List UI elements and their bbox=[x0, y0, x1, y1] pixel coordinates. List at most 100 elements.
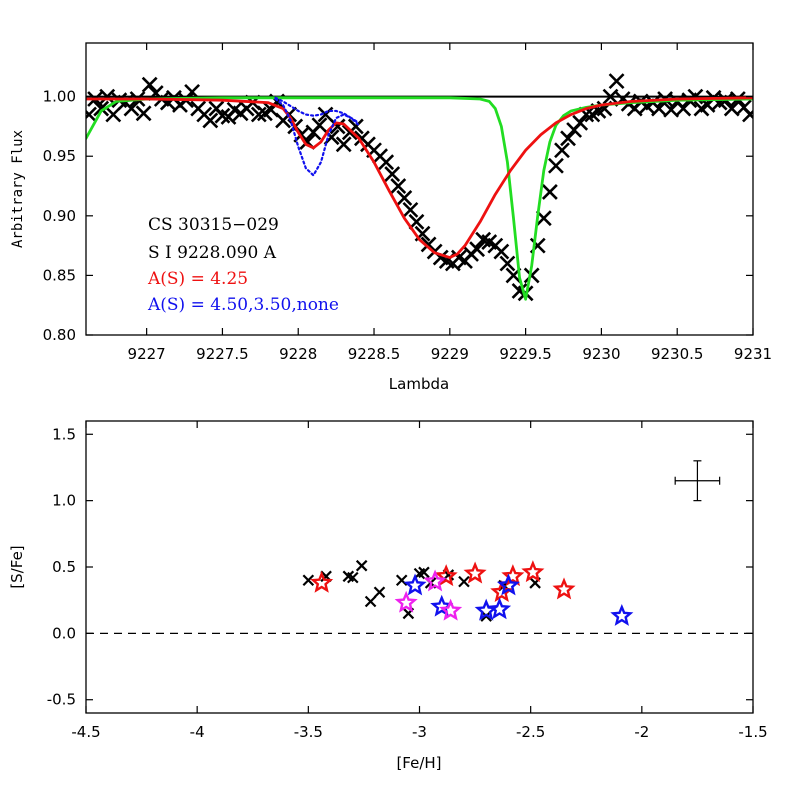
top-y-tick-label: 0.85 bbox=[43, 266, 76, 284]
observed-point-b bbox=[663, 101, 680, 118]
top-x-tick-label: 9227 bbox=[128, 345, 166, 363]
observed-point-b bbox=[541, 184, 558, 200]
annotation-line-id: S I 9228.090 A bbox=[148, 243, 277, 263]
bottom-x-axis-label: [Fe/H] bbox=[396, 754, 441, 772]
red-star-point bbox=[521, 560, 545, 583]
red-star-point bbox=[501, 564, 525, 587]
observed-point-b bbox=[123, 100, 140, 117]
top-y-tick-label: 0.80 bbox=[43, 326, 76, 344]
observed-point-b bbox=[608, 73, 625, 90]
cross-point-b bbox=[364, 595, 377, 608]
blue-star-point bbox=[430, 594, 454, 617]
bottom-axes: -4.5 -4 -3.5 -3 -2.5 -2 -1.5 -0.5 0.0 0.5 1.0 1.5 bbox=[47, 421, 768, 741]
observed-point-b bbox=[548, 157, 564, 174]
top-axes: 9227 9227.5 9228 9228.5 9229 9229.5 9230 9230.5… bbox=[43, 43, 772, 363]
blue-star-point bbox=[488, 597, 512, 620]
cross-point-b bbox=[373, 586, 386, 598]
blue-star-markers bbox=[403, 573, 634, 626]
observed-point-b bbox=[378, 154, 395, 171]
cross-point-b bbox=[342, 570, 355, 583]
top-x-tick-label: 9231 bbox=[734, 345, 772, 363]
top-x-tick-label: 9228.5 bbox=[348, 345, 401, 363]
annotation-star-name: CS 30315−029 bbox=[148, 215, 279, 235]
top-x-tick-label: 9229.5 bbox=[499, 345, 552, 363]
top-plot-frame bbox=[85, 42, 754, 336]
magenta-star-point bbox=[439, 598, 463, 621]
top-x-axis-label: Lambda bbox=[389, 375, 449, 393]
observed-point-b bbox=[578, 106, 595, 123]
red-star-point bbox=[434, 564, 458, 587]
observed-point-b bbox=[475, 231, 492, 248]
observed-flux-markers bbox=[86, 73, 753, 302]
observed-point-b bbox=[402, 201, 419, 218]
observed-point-b bbox=[214, 107, 231, 124]
red-star-point bbox=[310, 570, 334, 593]
observed-point-b bbox=[202, 112, 219, 129]
observed-point-b bbox=[511, 282, 528, 299]
top-y-axis-label: Arbitrary Flux bbox=[10, 130, 26, 248]
observed-point-b bbox=[450, 249, 467, 266]
cross-point-b bbox=[395, 574, 408, 587]
observed-point-b bbox=[226, 101, 243, 118]
magenta-star-point bbox=[394, 590, 418, 613]
bottom-y-tick-label: 0.5 bbox=[52, 558, 76, 576]
observed-point-b bbox=[390, 178, 407, 194]
observed-point-b bbox=[432, 249, 449, 266]
observed-point-b bbox=[560, 130, 576, 147]
cross-point-b bbox=[458, 575, 470, 588]
observed-point-b bbox=[554, 142, 570, 159]
observed-point-b bbox=[141, 76, 158, 93]
bottom-x-tick-label: -2 bbox=[634, 723, 649, 741]
red-star-point bbox=[552, 577, 576, 600]
observed-point-b bbox=[742, 109, 753, 123]
top-x-tick-label: 9227.5 bbox=[196, 345, 249, 363]
top-y-tick-label: 0.95 bbox=[43, 147, 76, 165]
top-plot-area bbox=[86, 73, 753, 302]
observed-point-b bbox=[335, 136, 352, 153]
top-x-tick-label: 9230.5 bbox=[651, 345, 704, 363]
observed-point-b bbox=[499, 255, 516, 272]
top-y-tick-label: 1.00 bbox=[43, 88, 76, 106]
bottom-x-tick-label: -2.5 bbox=[516, 723, 545, 741]
observed-point-b bbox=[493, 243, 510, 260]
typical-error-bar bbox=[674, 460, 721, 502]
observed-point-b bbox=[723, 100, 740, 117]
observed-point-b bbox=[135, 105, 152, 122]
top-x-tick-label: 9229 bbox=[431, 345, 469, 363]
annotation-blue-abundances: A(S) = 4.50,3.50,none bbox=[147, 295, 339, 315]
bottom-x-tick-label: -4.5 bbox=[71, 723, 100, 741]
observed-point-b bbox=[481, 234, 498, 250]
bottom-x-tick-label: -3.5 bbox=[294, 723, 323, 741]
annotation-red-abundance: A(S) = 4.25 bbox=[147, 269, 248, 289]
observed-point-b bbox=[323, 129, 340, 146]
bottom-y-tick-label: 1.5 bbox=[52, 425, 76, 443]
green-model-line bbox=[86, 96, 753, 301]
blue-star-point bbox=[496, 573, 520, 596]
top-x-tick-label: 9228 bbox=[279, 345, 317, 363]
observed-point-b bbox=[572, 114, 589, 131]
observed-point-b bbox=[299, 134, 316, 150]
bottom-x-tick-label: -3 bbox=[412, 723, 427, 741]
bottom-x-tick-label: -1.5 bbox=[738, 723, 767, 741]
bottom-abundance-panel: -4.5 -4 -3.5 -3 -2.5 -2 -1.5 -0.5 0.0 0.5 1.0 1.5 [… bbox=[8, 420, 768, 772]
bottom-plot-area bbox=[86, 460, 753, 635]
observed-point-b bbox=[469, 241, 486, 258]
cross-point-b bbox=[355, 559, 368, 572]
observed-point-b bbox=[675, 100, 692, 117]
red-star-point bbox=[463, 561, 487, 584]
blue-star-point bbox=[474, 598, 498, 621]
red-model-line bbox=[86, 96, 753, 259]
observed-point-b bbox=[396, 190, 413, 206]
bottom-y-tick-label: 1.0 bbox=[52, 492, 76, 510]
observed-point-b bbox=[384, 166, 401, 183]
observed-point-b bbox=[329, 118, 346, 135]
blue-star-point bbox=[610, 603, 634, 626]
blue-model-line bbox=[274, 96, 360, 127]
blue-star-point bbox=[403, 573, 427, 596]
cross-point-b bbox=[347, 571, 359, 584]
bottom-x-tick-label: -4 bbox=[190, 723, 205, 741]
magenta-star-point bbox=[423, 569, 447, 592]
observed-point-b bbox=[535, 210, 552, 227]
top-spectrum-panel: 9227 9227.5 9228 9228.5 9229 9229.5 9230 9230.5… bbox=[10, 42, 772, 393]
